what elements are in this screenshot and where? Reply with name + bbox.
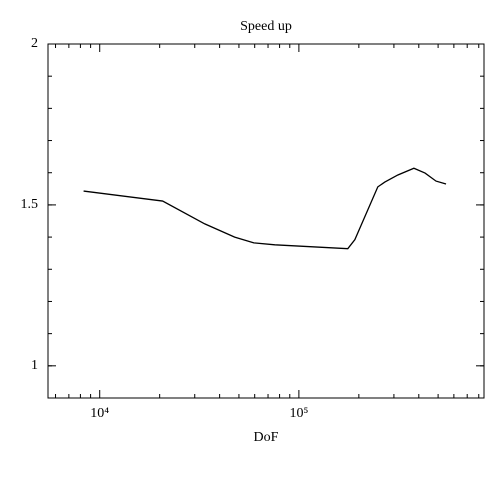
x-axis-label: DoF	[254, 430, 279, 445]
plot-frame	[47, 43, 485, 399]
y-tick-label: 1	[31, 358, 38, 373]
data-line	[83, 167, 447, 250]
y-tick-label: 2	[31, 36, 38, 51]
chart-title: Speed up	[240, 19, 292, 34]
x-tick-label: 10⁴	[90, 406, 109, 421]
x-tick-label: 10⁵	[289, 406, 308, 421]
y-tick-label: 1.5	[21, 197, 39, 212]
